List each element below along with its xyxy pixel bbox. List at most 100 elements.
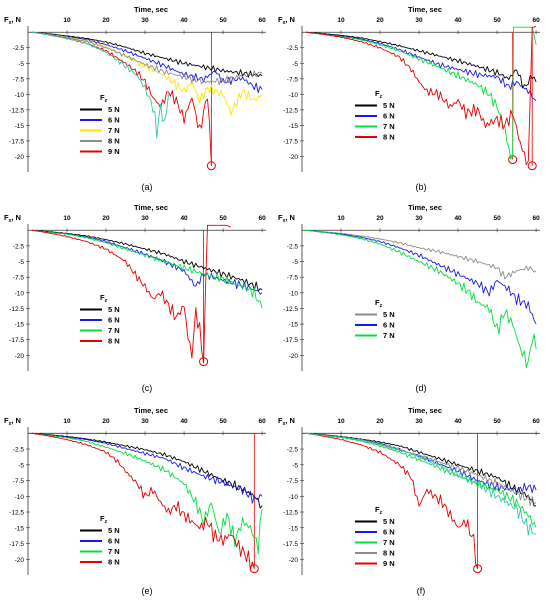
x-tick-label: 10 bbox=[337, 418, 345, 425]
x-tick-label: 40 bbox=[180, 17, 188, 24]
series-line bbox=[305, 31, 537, 101]
y-tick-label: -12.5 bbox=[9, 510, 24, 517]
y-tick-label: -5 bbox=[18, 61, 24, 68]
chart-panel-a: Time, sec 10 20 30 40 50 60 Fx, N -2.5 -5 -7.5 -10 -… bbox=[4, 5, 266, 192]
x-tick-label: 50 bbox=[493, 17, 501, 24]
series-line bbox=[31, 432, 255, 571]
y-tick-label: -2.5 bbox=[287, 447, 299, 454]
legend-label: 8 N bbox=[108, 337, 120, 346]
x-tick-label: 60 bbox=[258, 215, 266, 222]
y-tick-label: -7.5 bbox=[287, 478, 299, 485]
x-tick-label: 30 bbox=[141, 17, 149, 24]
x-tick-label: 60 bbox=[532, 17, 540, 24]
y-tick-label: -5 bbox=[292, 259, 298, 266]
series-line bbox=[31, 31, 263, 94]
legend-label: 8 N bbox=[108, 137, 120, 146]
x-tick-label: 30 bbox=[415, 418, 423, 425]
legend-label: 6 N bbox=[383, 321, 395, 330]
y-axis-title: Fx, N bbox=[4, 416, 21, 427]
y-tick-label: -7.5 bbox=[13, 478, 25, 485]
legend-label: 9 N bbox=[108, 147, 120, 156]
y-tick-label: -2.5 bbox=[287, 243, 299, 250]
y-tick-label: -5 bbox=[18, 462, 24, 469]
series-line bbox=[31, 31, 169, 139]
x-tick-label: 10 bbox=[337, 215, 345, 222]
legend-label: 7 N bbox=[383, 331, 395, 340]
y-tick-label: -12.5 bbox=[283, 306, 298, 313]
y-tick-label: -5 bbox=[18, 259, 24, 266]
y-tick-label: -7.5 bbox=[13, 76, 25, 83]
y-tick-label: -12.5 bbox=[9, 306, 24, 313]
y-tick-label: -10 bbox=[15, 290, 25, 297]
series-line bbox=[305, 432, 537, 536]
x-tick-label: 20 bbox=[376, 418, 384, 425]
legend-label: 5 N bbox=[108, 526, 120, 535]
x-tick-label: 50 bbox=[493, 418, 501, 425]
x-tick-label: 40 bbox=[454, 215, 462, 222]
series-line bbox=[31, 224, 232, 364]
series-line bbox=[305, 432, 479, 569]
series-line bbox=[31, 432, 263, 504]
y-tick-label: -15 bbox=[289, 123, 299, 130]
legend-label: 7 N bbox=[108, 126, 120, 135]
x-tick-label: 50 bbox=[493, 215, 501, 222]
y-tick-label: -7.5 bbox=[287, 275, 299, 282]
x-tick-label: 50 bbox=[219, 418, 227, 425]
x-tick-label: 60 bbox=[258, 17, 266, 24]
y-tick-label: -20 bbox=[15, 154, 25, 161]
chart-panel-c: Time, sec 10 20 30 40 50 60 Fx, N -2.5 -5 -7.5 -10 -… bbox=[4, 203, 266, 393]
x-tick-label: 20 bbox=[376, 17, 384, 24]
legend-label: 7 N bbox=[383, 538, 395, 547]
x-tick-label: 20 bbox=[102, 215, 110, 222]
series-line bbox=[305, 31, 537, 89]
series-line bbox=[305, 432, 537, 507]
y-tick-label: -15 bbox=[15, 322, 25, 329]
y-tick-label: -10 bbox=[289, 92, 299, 99]
chart-panel-b: Time, sec 10 20 30 40 50 60 Fx, N -2.5 -5 -7.5 -10 -… bbox=[278, 5, 540, 192]
legend-label: 6 N bbox=[108, 316, 120, 325]
y-tick-label: -7.5 bbox=[287, 76, 299, 83]
series-line bbox=[31, 432, 263, 555]
legend-label: 9 N bbox=[383, 559, 395, 568]
y-tick-label: -15 bbox=[289, 322, 299, 329]
x-axis-title: Time, sec bbox=[134, 406, 168, 415]
legend-label: 6 N bbox=[383, 112, 395, 121]
x-axis-title: Time, sec bbox=[408, 5, 442, 14]
y-axis-title: Fx, N bbox=[278, 15, 295, 26]
y-tick-label: -2.5 bbox=[287, 45, 299, 52]
chart-panel-d: Time, sec 10 20 30 40 50 60 Fx, N -2.5 -5 -7.5 -10 -… bbox=[278, 203, 540, 393]
panel-caption: (c) bbox=[142, 383, 153, 393]
x-tick-label: 20 bbox=[376, 215, 384, 222]
y-tick-label: -5 bbox=[292, 462, 298, 469]
y-tick-label: -17.5 bbox=[9, 138, 24, 145]
x-tick-label: 30 bbox=[415, 215, 423, 222]
legend-label: 8 N bbox=[383, 549, 395, 558]
x-axis-title: Time, sec bbox=[408, 406, 442, 415]
legend-label: 7 N bbox=[383, 122, 395, 131]
x-tick-label: 10 bbox=[63, 17, 71, 24]
chart-panel-f: Time, sec 10 20 30 40 50 60 Fx, N -2.5 -5 -7.5 -10 -… bbox=[278, 406, 540, 596]
legend-title: Fz bbox=[375, 298, 383, 309]
legend-title: Fz bbox=[100, 93, 108, 104]
legend-label: 5 N bbox=[383, 310, 395, 319]
x-tick-label: 50 bbox=[219, 17, 227, 24]
y-tick-label: -20 bbox=[289, 154, 299, 161]
series-line bbox=[31, 31, 263, 86]
y-tick-label: -10 bbox=[15, 494, 25, 501]
legend-label: 6 N bbox=[383, 528, 395, 537]
legend-label: 6 N bbox=[108, 537, 120, 546]
x-axis-title: Time, sec bbox=[408, 203, 442, 212]
x-axis-title: Time, sec bbox=[134, 5, 168, 14]
y-tick-label: -5 bbox=[292, 61, 298, 68]
series-line bbox=[31, 229, 263, 295]
series-line bbox=[305, 432, 537, 494]
y-tick-label: -17.5 bbox=[9, 337, 24, 344]
legend-label: 6 N bbox=[108, 116, 120, 125]
x-tick-label: 40 bbox=[454, 17, 462, 24]
legend-label: 7 N bbox=[108, 326, 120, 335]
series-line bbox=[31, 31, 263, 116]
x-tick-label: 30 bbox=[141, 418, 149, 425]
y-tick-label: -10 bbox=[289, 494, 299, 501]
y-tick-label: -2.5 bbox=[13, 447, 25, 454]
